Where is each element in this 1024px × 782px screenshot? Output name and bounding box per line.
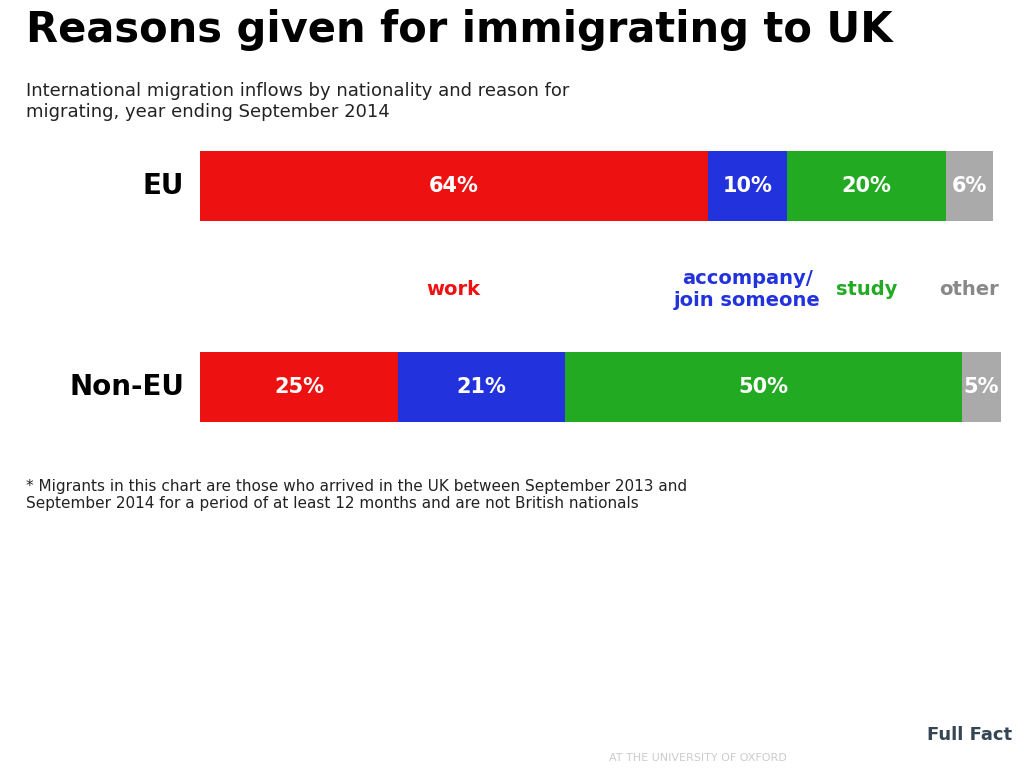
Text: EU: EU	[143, 172, 184, 200]
Bar	[946, 151, 993, 221]
Bar	[962, 352, 1001, 422]
Text: study: study	[836, 280, 897, 300]
Bar	[786, 151, 946, 221]
Text: OBSERVATORY: OBSERVATORY	[609, 710, 813, 734]
Text: 20%: 20%	[842, 176, 891, 196]
Text: 50%: 50%	[738, 378, 788, 397]
Text: 5%: 5%	[964, 378, 999, 397]
Bar	[398, 352, 565, 422]
Text: 25%: 25%	[273, 378, 324, 397]
Text: MIGRATION: MIGRATION	[609, 667, 769, 691]
Text: 10%: 10%	[722, 176, 772, 196]
Text: Reasons given for immigrating to UK: Reasons given for immigrating to UK	[26, 9, 892, 51]
Text: International migration inflows by nationality and reason for
migrating, year en: International migration inflows by natio…	[26, 82, 569, 121]
Text: 21%: 21%	[457, 378, 506, 397]
Text: accompany/
join someone: accompany/ join someone	[674, 269, 820, 310]
Bar	[708, 151, 786, 221]
Polygon shape	[876, 617, 1019, 775]
Text: * Migrants in this chart are those who arrived in the UK between September 2013 : * Migrants in this chart are those who a…	[26, 479, 687, 511]
Text: AT THE UNIVERSITY OF OXFORD: AT THE UNIVERSITY OF OXFORD	[609, 753, 787, 762]
Text: 6%: 6%	[951, 176, 987, 196]
Text: ONS migration statistics quarterly report,
February 2015: ONS migration statistics quarterly repor…	[105, 658, 455, 697]
Text: Source:: Source:	[31, 658, 102, 676]
Text: other: other	[940, 280, 999, 300]
Text: 64%: 64%	[429, 176, 478, 196]
Text: work: work	[427, 280, 480, 300]
Text: THE: THE	[609, 624, 665, 647]
Bar	[565, 352, 962, 422]
Text: Full Fact: Full Fact	[927, 726, 1013, 744]
Text: Non-EU: Non-EU	[70, 373, 184, 401]
Bar	[200, 151, 708, 221]
Bar	[200, 352, 398, 422]
